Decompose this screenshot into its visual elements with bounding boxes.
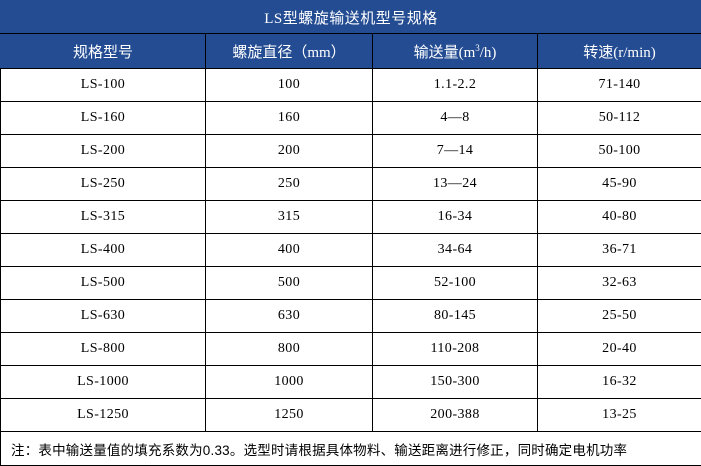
cell-diameter: 630 [206,300,373,333]
table-note-row: 注：表中输送量值的填充系数为0.33。选型时请根据具体物料、输送距离进行修正，同… [1,432,701,466]
table-row: LS-315 315 16-34 40-80 [1,201,701,234]
table-row: LS-500 500 52-100 32-63 [1,267,701,300]
cell-capacity: 110-208 [373,333,538,366]
cell-diameter: 250 [206,168,373,201]
table-row: LS-200 200 7—14 50-100 [1,135,701,168]
column-header-capacity: 输送量(m3/h) [373,34,538,69]
table-row: LS-100 100 1.1-2.2 71-140 [1,69,701,102]
table-row: LS-1000 1000 150-300 16-32 [1,366,701,399]
table-row: LS-630 630 80-145 25-50 [1,300,701,333]
cell-model: LS-1000 [1,366,206,399]
cell-speed: 36-71 [538,234,701,267]
cell-model: LS-400 [1,234,206,267]
cell-speed: 71-140 [538,69,701,102]
cell-speed: 16-32 [538,366,701,399]
cell-speed: 32-63 [538,267,701,300]
cell-model: LS-1250 [1,399,206,432]
cell-diameter: 800 [206,333,373,366]
cell-model: LS-200 [1,135,206,168]
cell-speed: 50-100 [538,135,701,168]
table-header-row: 规格型号 螺旋直径（mm） 输送量(m3/h) 转速(r/min) [1,34,701,69]
cell-model: LS-160 [1,102,206,135]
cell-diameter: 315 [206,201,373,234]
cell-capacity: 16-34 [373,201,538,234]
cell-speed: 40-80 [538,201,701,234]
column-header-model: 规格型号 [1,34,206,69]
table-row: LS-250 250 13—24 45-90 [1,168,701,201]
cell-diameter: 160 [206,102,373,135]
table-row: LS-800 800 110-208 20-40 [1,333,701,366]
table-row: LS-160 160 4—8 50-112 [1,102,701,135]
cell-diameter: 200 [206,135,373,168]
table-row: LS-400 400 34-64 36-71 [1,234,701,267]
cell-speed: 45-90 [538,168,701,201]
cell-capacity: 150-300 [373,366,538,399]
cell-capacity: 7—14 [373,135,538,168]
cell-capacity: 34-64 [373,234,538,267]
cell-speed: 13-25 [538,399,701,432]
cell-diameter: 100 [206,69,373,102]
capacity-label-prefix: 输送量(m [414,45,476,61]
cell-capacity: 1.1-2.2 [373,69,538,102]
cell-capacity: 200-388 [373,399,538,432]
cell-diameter: 400 [206,234,373,267]
cell-model: LS-630 [1,300,206,333]
cell-model: LS-315 [1,201,206,234]
cell-model: LS-100 [1,69,206,102]
table-title: LS型螺旋输送机型号规格 [1,1,701,34]
cell-capacity: 80-145 [373,300,538,333]
cell-speed: 50-112 [538,102,701,135]
capacity-label-suffix: /h) [480,45,497,61]
cell-model: LS-800 [1,333,206,366]
cell-diameter: 1250 [206,399,373,432]
cell-capacity: 52-100 [373,267,538,300]
table-title-row: LS型螺旋输送机型号规格 [1,1,701,34]
cell-diameter: 1000 [206,366,373,399]
column-header-diameter: 螺旋直径（mm） [206,34,373,69]
cell-capacity: 4—8 [373,102,538,135]
cell-capacity: 13—24 [373,168,538,201]
cell-diameter: 500 [206,267,373,300]
cell-model: LS-250 [1,168,206,201]
cell-model: LS-500 [1,267,206,300]
column-header-speed: 转速(r/min) [538,34,701,69]
table-note: 注：表中输送量值的填充系数为0.33。选型时请根据具体物料、输送距离进行修正，同… [1,432,701,466]
table-row: LS-1250 1250 200-388 13-25 [1,399,701,432]
cell-speed: 20-40 [538,333,701,366]
cell-speed: 25-50 [538,300,701,333]
